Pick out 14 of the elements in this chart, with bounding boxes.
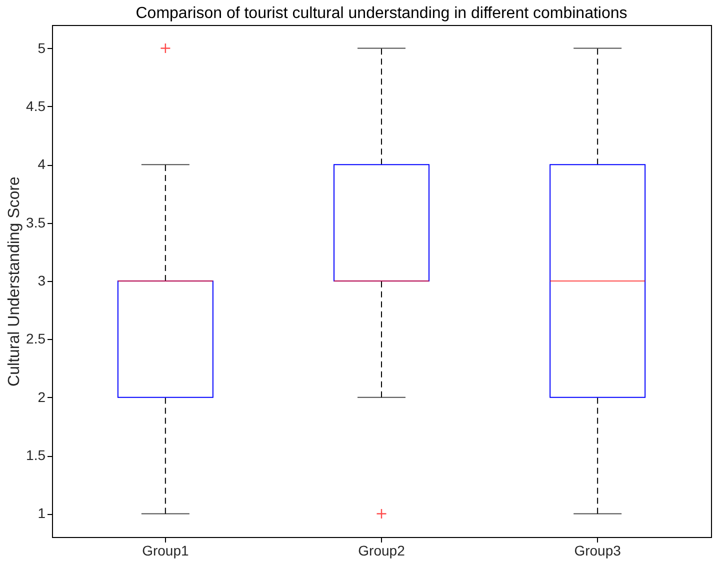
y-tick-label: 2.5 [26,330,46,347]
y-tick-label: 3 [38,272,46,288]
y-tick-label: 2 [38,388,46,405]
y-tick-label: 4 [38,156,46,172]
y-tick-label: 1 [38,505,46,522]
y-tick-label: 3.5 [26,214,46,230]
chart-title: Comparison of tourist cultural understanding in different combinations [136,5,628,22]
y-tick-label: 1.5 [26,447,46,464]
x-tick-label: Group1 [142,542,189,558]
x-tick-label: Group3 [574,542,622,558]
y-tick-label: 5 [38,40,46,56]
x-tick-label: Group2 [358,542,406,558]
y-tick-label: 4.5 [26,98,46,114]
y-axis-title: Cultural Understanding Score [6,176,24,386]
